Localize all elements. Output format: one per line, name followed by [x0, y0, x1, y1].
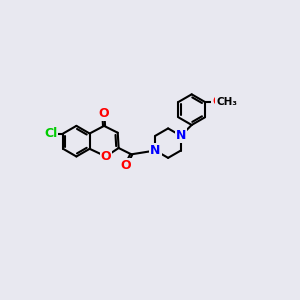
Text: Cl: Cl — [44, 127, 57, 140]
Text: O: O — [212, 95, 223, 109]
Text: CH₃: CH₃ — [216, 97, 237, 107]
Text: O: O — [100, 150, 111, 163]
Text: N: N — [150, 144, 161, 157]
Text: O: O — [121, 159, 131, 172]
Text: N: N — [176, 129, 186, 142]
Text: O: O — [98, 107, 109, 120]
